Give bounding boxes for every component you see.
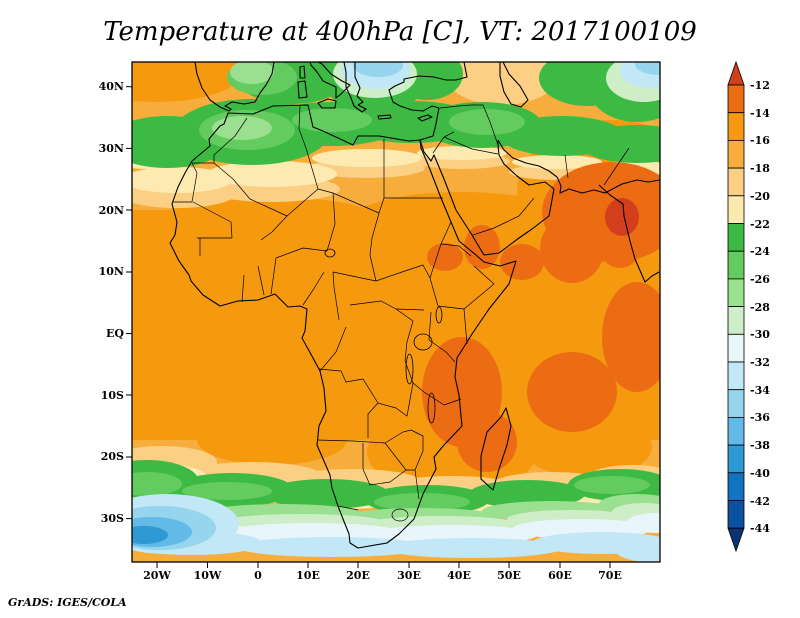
country-borders-mideast	[432, 104, 630, 236]
coastline-iran-gulf	[497, 139, 660, 194]
lat-label-10s: 10S	[101, 389, 124, 402]
colorbar-label: -40	[750, 467, 770, 480]
coastline-madagascar	[480, 407, 512, 491]
lon-label-60e: 60E	[548, 569, 572, 582]
lon-label-40e: 40E	[447, 569, 471, 582]
coastline-italy-islands	[297, 62, 351, 109]
coastline-levant-turkey	[388, 62, 468, 141]
lat-axis: 40N 30N 20N 10N EQ 10S 20S 30S	[99, 80, 132, 525]
lon-label-70e: 70E	[598, 569, 622, 582]
lon-axis: 20W 10W 0 10E 20E 30E 40E 50E 60E 70E	[143, 562, 622, 582]
coastline-africa	[169, 104, 517, 549]
lat-label-30s: 30S	[101, 512, 124, 525]
colorbar-triangle-bottom	[727, 527, 745, 553]
temperature-field	[132, 62, 660, 562]
colorbar-label: -22	[750, 218, 770, 231]
map-overlays	[169, 62, 660, 549]
colorbar-label: -42	[750, 495, 770, 508]
colorbar-label: -30	[750, 328, 770, 341]
coastline-arabia	[419, 139, 555, 256]
lat-label-20s: 20S	[101, 450, 124, 463]
lon-label-20e: 20E	[346, 569, 370, 582]
lon-label-20w: 20W	[143, 569, 171, 582]
coastline-india	[598, 184, 660, 283]
colorbar-label: -26	[750, 273, 770, 286]
lakes	[324, 248, 443, 424]
country-borders-north	[173, 105, 443, 303]
map-frame	[131, 61, 661, 563]
colorbar-label: -32	[750, 356, 770, 369]
lat-label-10n: 10N	[99, 265, 124, 278]
coastline-greece-crete	[343, 62, 433, 122]
colorbar-label: -38	[750, 439, 770, 452]
colorbar-label: -18	[750, 162, 770, 175]
lat-label-eq: EQ	[106, 327, 124, 340]
colorbar-label: -16	[750, 134, 770, 147]
colorbar: -12 -14 -16 -18 -20 -22 -24 -26 -28 -30 …	[727, 60, 770, 553]
lon-label-30e: 30E	[397, 569, 421, 582]
lat-label-20n: 20N	[99, 204, 124, 217]
country-borders-central	[302, 221, 495, 384]
plot-title: Temperature at 400hPa [C], VT: 201710010…	[103, 17, 697, 47]
colorbar-label: -12	[750, 79, 770, 92]
lon-label-50e: 50E	[497, 569, 521, 582]
map	[131, 61, 661, 563]
lat-label-30n: 30N	[99, 142, 124, 155]
lon-label-0: 0	[254, 569, 262, 582]
colorbar-label: -24	[750, 245, 770, 258]
lon-label-10e: 10E	[296, 569, 320, 582]
colorbar-label: -34	[750, 384, 770, 397]
coastline-iberia	[194, 62, 275, 112]
colorbar-label: -44	[750, 522, 770, 535]
country-borders-south	[316, 368, 462, 511]
coastline-caspian	[499, 62, 529, 108]
border-lesotho	[391, 508, 409, 522]
credit-text: GrADS: IGES/COLA	[8, 596, 127, 609]
lon-label-10w: 10W	[194, 569, 222, 582]
colorbar-label: -20	[750, 190, 770, 203]
colorbar-label: -28	[750, 301, 770, 314]
lat-label-40n: 40N	[99, 80, 124, 93]
colorbar-label: -14	[750, 107, 770, 120]
colorbar-label: -36	[750, 411, 770, 424]
